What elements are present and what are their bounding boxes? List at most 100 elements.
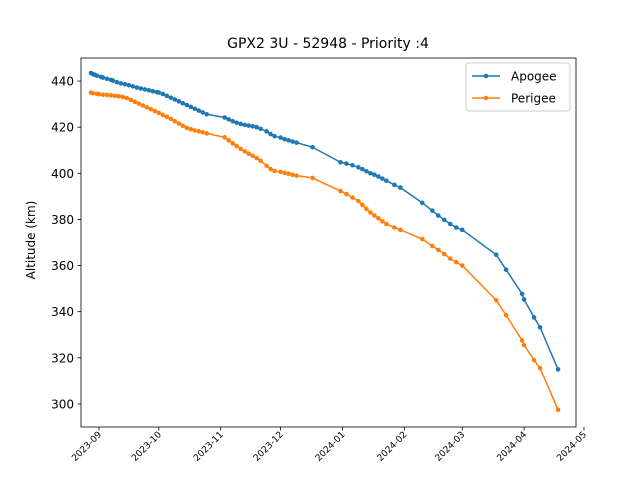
apogee-point [268,131,273,137]
perigee-point [152,108,158,114]
perigee-point [176,121,182,126]
apogee-point [364,168,369,174]
apogee-point [555,367,561,372]
perigee-point [148,106,154,112]
perigee-point [350,195,355,200]
apogee-point [164,93,170,99]
perigee-point [338,188,343,194]
y-tick-label: 440 [51,75,74,89]
perigee-point [108,93,114,98]
apogee-point [134,85,140,90]
apogee-point [200,110,206,115]
apogee-point [94,73,100,79]
perigee-point [254,155,259,161]
apogee-point [254,124,259,130]
perigee-point [521,342,527,348]
apogee-point [250,123,255,129]
perigee-point [537,365,543,371]
perigee-point [435,247,441,253]
apogee-point [184,102,190,108]
perigee-point [238,146,243,152]
apogee-point [176,99,182,104]
perigee-point [172,118,178,124]
perigee-point [188,126,194,132]
apogee-point [230,118,235,124]
legend-label-apogee: Apogee [511,70,557,84]
perigee-point [294,173,299,178]
apogee-point [168,95,174,100]
perigee-point [453,259,459,265]
perigee-point [100,92,106,97]
perigee-point [258,158,263,164]
perigee-point [180,123,186,129]
apogee-point [356,165,361,170]
y-tick-label: 420 [51,121,74,135]
perigee-point [222,135,228,140]
apogee-point [122,81,128,87]
apogee-point [420,200,425,206]
perigee-point [226,138,231,143]
legend: Apogee Perigee [465,62,571,112]
apogee-point [126,82,132,88]
apogee-point [398,185,403,190]
apogee-point [110,78,116,83]
apogee-point [150,88,156,94]
perigee-point [290,172,295,177]
y-tick-label: 400 [51,167,74,181]
perigee-point [120,94,126,100]
perigee-point [356,198,361,204]
apogee-point [338,159,343,165]
perigee-point [112,93,118,99]
apogee-point [310,144,315,150]
apogee-point [142,87,148,92]
apogee-point [278,135,283,140]
apogee-point [160,91,166,97]
perigee-point [184,125,190,131]
perigee-point [493,297,499,303]
apogee-point [114,79,120,85]
plot-frame [80,57,577,428]
apogee-point [272,133,277,139]
apogee-point [384,178,389,183]
perigee-point [124,95,130,101]
apogee-point [146,87,152,93]
apogee-point [226,117,231,122]
perigee-point [234,143,239,149]
apogee-point [156,90,162,95]
apogee-point [294,140,299,145]
apogee-point [519,291,525,297]
perigee-point [140,103,146,108]
apogee-point [503,267,509,273]
perigee-point [196,129,202,134]
legend-label-perigee: Perigee [511,92,556,106]
apogee-point [376,174,381,179]
apogee-point [368,171,373,176]
perigee-point [459,263,465,268]
apogee-point [286,138,291,143]
perigee-point [144,105,150,110]
perigee-point [447,256,453,261]
apogee-point [138,86,144,91]
perigee-point [230,141,235,146]
apogee-point [380,176,385,181]
apogee-point [130,84,136,89]
y-tick-label: 340 [51,305,74,319]
y-axis-label: Altitude (km) [24,201,38,280]
apogee-point [441,217,447,223]
perigee-point [250,153,255,159]
perigee-point [555,407,561,413]
apogee-point [429,208,435,213]
apogee-point [246,123,251,128]
perigee-point [192,128,198,133]
perigee-point [200,129,206,135]
perigee-point [398,227,403,233]
apogee-point [100,75,106,80]
perigee-point [429,243,435,249]
apogee-point [360,166,365,172]
apogee-point [264,129,269,134]
perigee-point [360,202,365,208]
perigee-point [164,114,170,120]
apogee-point [204,111,210,117]
apogee-point [238,121,243,127]
perigee-point [128,97,134,103]
